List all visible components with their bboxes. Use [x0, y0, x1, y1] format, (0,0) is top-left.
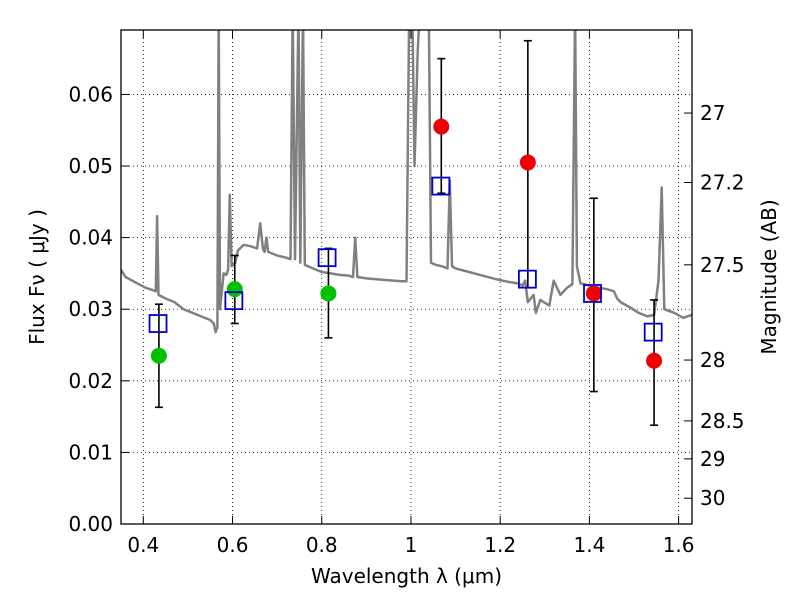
green-data-point [150, 347, 167, 364]
y2-tick-label: 29 [700, 447, 725, 471]
x-axis-label: Wavelength λ (μm) [311, 564, 502, 588]
model-square-point [317, 248, 337, 268]
axis-ticks: 0.4 0.6 0.8 1 1.2 1.4 1.6 0.00 0.01 0.02 0.03 0.04 0… [68, 30, 745, 557]
y-tick-label: 0.03 [68, 297, 113, 321]
model-square-point [643, 322, 663, 342]
x-tick-label: 0.8 [306, 533, 338, 557]
y-tick-label: 0.04 [68, 226, 113, 250]
plot-area [121, 30, 692, 427]
model-sed-line [121, 30, 692, 334]
red-data-point [585, 285, 602, 302]
y2-tick-label: 27 [700, 101, 725, 125]
green-data-point [226, 281, 243, 298]
y-tick-label: 0.06 [68, 82, 113, 106]
data-series [121, 30, 692, 427]
y-tick-label: 0.01 [68, 440, 113, 464]
y2-tick-label: 30 [700, 486, 725, 510]
x-tick-label: 1.2 [484, 533, 516, 557]
x-tick-label: 1 [405, 533, 418, 557]
green-data-point [320, 285, 337, 302]
y2-tick-label: 28.5 [700, 409, 745, 433]
y-tick-label: 0.00 [68, 512, 113, 536]
model-square-point [224, 291, 244, 311]
x-tick-label: 1.6 [663, 533, 695, 557]
model-square-point [583, 284, 602, 303]
red-data-point [646, 352, 663, 369]
y-tick-label: 0.05 [68, 154, 113, 178]
y2-tick-label: 27.5 [700, 253, 745, 277]
x-tick-label: 0.6 [217, 533, 249, 557]
x-tick-label: 0.4 [127, 533, 159, 557]
red-data-point [519, 154, 536, 171]
x-tick-label: 1.4 [573, 533, 605, 557]
model-square-point [431, 176, 451, 196]
y2-tick-label: 27.2 [700, 170, 745, 194]
secondary-y-axis-label: Magnitude (AB) [757, 199, 781, 354]
model-square-point [517, 269, 537, 289]
y-axis-label: Flux Fν ( μJy ) [25, 209, 49, 345]
y-tick-label: 0.02 [68, 369, 113, 393]
plot-frame [120, 29, 693, 525]
model-square-point [148, 314, 168, 333]
red-data-point [433, 118, 450, 135]
y2-tick-label: 28 [700, 348, 725, 372]
